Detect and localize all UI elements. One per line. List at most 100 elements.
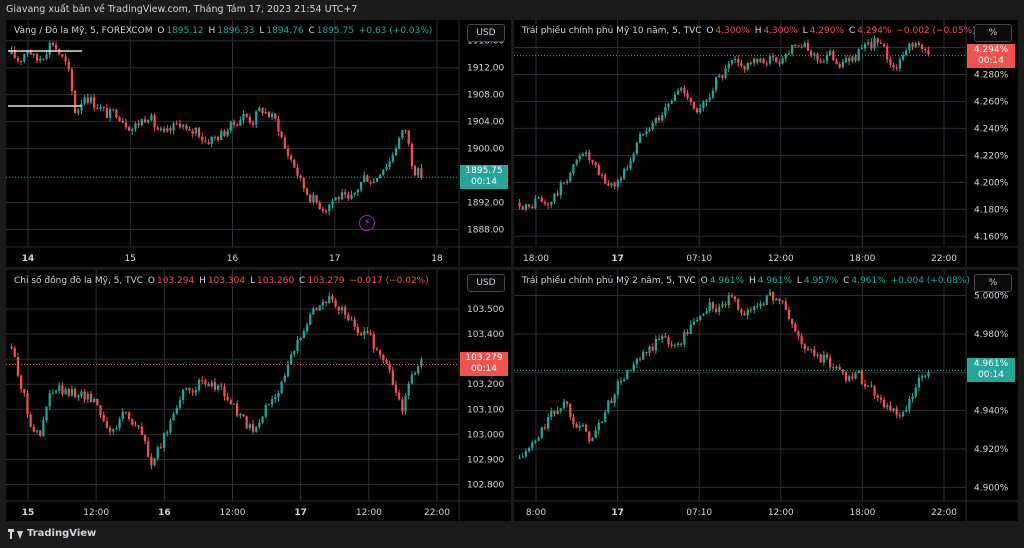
candle-body xyxy=(550,201,553,205)
candle-body xyxy=(638,358,642,360)
dxy-chart-panel[interactable]: 103.500103.400103.300103.200103.100103.0… xyxy=(6,270,511,521)
candle-body xyxy=(667,337,670,345)
currency-selector[interactable]: % xyxy=(974,274,1012,292)
candle-body xyxy=(581,153,585,156)
us10y-chart-panel[interactable]: 4.300% 4.280% 4.260% 4.240% 4.220% 4.200% 4.18… xyxy=(514,20,1018,267)
y-tick-label: 4.180% xyxy=(974,205,1009,215)
x-tick-label: 15 xyxy=(22,508,35,518)
candle-body xyxy=(182,389,185,400)
candle-body xyxy=(51,42,55,45)
candle-body xyxy=(825,354,829,358)
candle-body xyxy=(201,136,204,141)
candle-body xyxy=(366,331,369,333)
candle-body xyxy=(873,38,876,49)
candle-body xyxy=(277,118,280,132)
candle-body xyxy=(661,115,664,121)
y-tick-label: 103.100 xyxy=(467,405,504,415)
candle-body xyxy=(680,88,683,91)
candle-body xyxy=(924,48,927,51)
candle-body xyxy=(223,130,226,136)
candle-body xyxy=(309,314,312,325)
candle-body xyxy=(702,101,705,109)
candle-body xyxy=(876,395,879,398)
candle-body xyxy=(128,412,131,420)
candle-body xyxy=(670,344,673,346)
candle-body xyxy=(730,60,734,64)
candle-body xyxy=(670,101,673,104)
currency-selector[interactable]: USD xyxy=(467,24,505,42)
candle-body xyxy=(518,202,521,207)
us02y-chart-panel[interactable]: 5.000%4.980%4.960%4.940%4.920%4.900%8:00… xyxy=(514,270,1018,521)
lightning-icon[interactable]: ⚡ xyxy=(359,215,375,231)
candle-body xyxy=(676,343,680,345)
candle-body xyxy=(13,50,16,58)
candle-body xyxy=(194,390,197,393)
candle-body xyxy=(312,195,315,203)
candle-body xyxy=(588,152,591,161)
bar-countdown: 00:14 xyxy=(978,370,1004,381)
candle-body xyxy=(604,412,607,422)
candle-body xyxy=(280,131,283,138)
candle-body xyxy=(797,45,800,47)
gold-chart-panel[interactable]: 1916.001912.001908.001904.001900.001892.… xyxy=(6,20,511,267)
tradingview-footer[interactable]: TradingView xyxy=(8,526,96,542)
change-value: −0.002 (−0.05%) xyxy=(893,26,976,36)
candle-body xyxy=(334,299,337,307)
candle-body xyxy=(93,398,96,403)
chart-canvas[interactable]: 1916.001912.001908.001904.001900.001892.… xyxy=(6,20,511,267)
candle-body xyxy=(832,367,835,369)
candle-body xyxy=(290,354,293,365)
candle-body xyxy=(892,64,895,68)
candle-body xyxy=(914,387,917,397)
candle-body xyxy=(546,417,550,429)
candle-body xyxy=(375,178,379,182)
bar-countdown: 00:14 xyxy=(978,55,1004,66)
candle-body xyxy=(651,122,654,130)
candle-body xyxy=(695,108,699,113)
candle-body xyxy=(616,180,619,187)
symbol-legend[interactable]: Trái phiếu chính phủ Mỹ 10 năm, 5, TVC O… xyxy=(522,26,978,36)
candle-body xyxy=(242,113,245,121)
candle-body xyxy=(220,385,223,387)
candle-body xyxy=(124,411,128,413)
brand-name: TradingView xyxy=(27,528,97,539)
candle-body xyxy=(635,358,638,365)
candle-body xyxy=(58,385,61,391)
candle-body xyxy=(77,110,80,113)
candle-body xyxy=(730,295,734,297)
x-tick-label: 12:00 xyxy=(83,508,109,518)
candle-body xyxy=(540,427,543,438)
candle-body xyxy=(537,437,540,441)
low-label: L xyxy=(794,276,802,286)
candle-body xyxy=(283,137,286,149)
y-tick-label: 5.000% xyxy=(974,292,1009,302)
candle-body xyxy=(64,388,67,395)
candle-body xyxy=(334,197,337,201)
currency-selector[interactable]: USD xyxy=(467,274,505,292)
candle-body xyxy=(540,197,543,203)
chart-canvas[interactable]: 103.500103.400103.300103.200103.100103.0… xyxy=(6,270,511,521)
last-price-value: 4.961% xyxy=(973,359,1009,370)
chart-canvas[interactable]: 4.300% 4.280% 4.260% 4.240% 4.220% 4.200% 4.18… xyxy=(514,20,1018,267)
candle-body xyxy=(350,319,353,321)
candle-body xyxy=(105,107,109,118)
candle-body xyxy=(29,50,32,55)
candle-body xyxy=(369,332,372,335)
candle-body xyxy=(791,45,794,54)
candle-body xyxy=(829,357,832,368)
candle-body xyxy=(251,122,255,125)
candle-body xyxy=(366,175,369,182)
currency-selector[interactable]: % xyxy=(974,24,1012,42)
chart-canvas[interactable]: 5.000%4.980%4.960%4.940%4.920%4.900%8:00… xyxy=(514,270,1018,521)
candle-body xyxy=(642,134,645,136)
candle-body xyxy=(917,42,921,46)
candle-body xyxy=(867,42,870,45)
candle-body xyxy=(889,59,892,65)
candle-body xyxy=(575,159,578,165)
candle-body xyxy=(394,148,398,156)
candle-body xyxy=(911,43,914,47)
candle-body xyxy=(867,385,870,387)
